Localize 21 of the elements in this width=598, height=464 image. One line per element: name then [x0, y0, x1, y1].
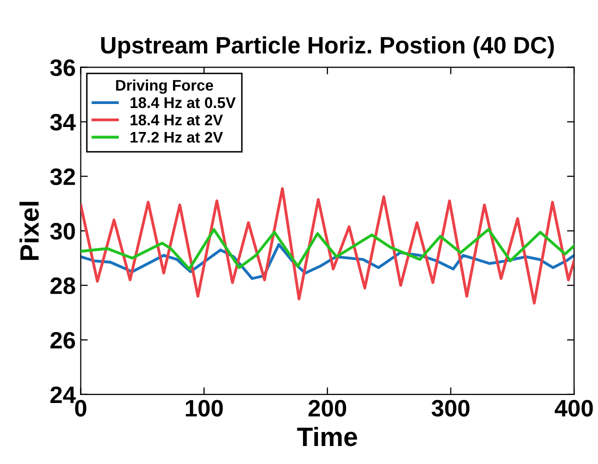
x-tick-label: 200 [308, 400, 346, 417]
legend-title: Driving Force [116, 80, 214, 94]
line-series [80, 228, 574, 270]
x-tick-label: 400 [554, 400, 593, 417]
y-tick-label: 36 [50, 59, 76, 76]
legend-label: 18.4 Hz at 0.5V [130, 97, 236, 108]
y-axis-title: Pixel [19, 202, 39, 260]
y-tick-label: 24 [50, 386, 76, 403]
x-tick-label: 0 [75, 400, 86, 417]
line-series [80, 187, 574, 304]
y-tick-label: 26 [50, 332, 76, 349]
y-tick-label: 30 [50, 222, 75, 240]
x-tick-label: 100 [186, 400, 223, 417]
y-tick-label: 32 [50, 168, 75, 186]
x-axis-title: Time [297, 426, 358, 446]
y-tick-label: 34 [50, 114, 76, 131]
x-tick-label: 300 [432, 400, 470, 417]
y-tick-label: 28 [50, 277, 76, 294]
legend-label: 18.4 Hz at 2V [130, 114, 223, 126]
chart-title: Upstream Particle Horiz. Postion (40 DC) [101, 36, 554, 58]
legend-label: 17.2 Hz at 2V [130, 132, 223, 143]
